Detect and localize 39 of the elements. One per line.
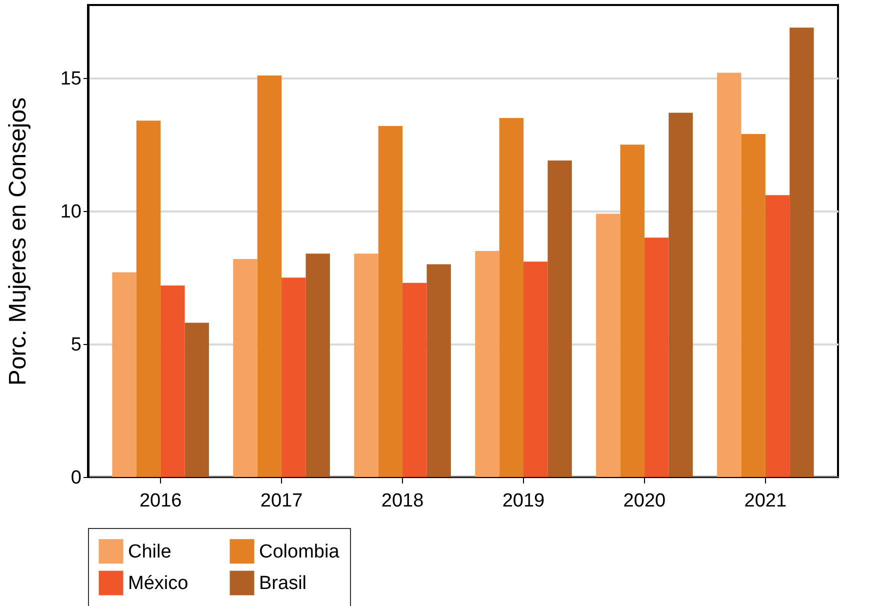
bar: [620, 144, 644, 477]
x-tick-label: 2020: [623, 490, 666, 512]
bar: [184, 322, 209, 477]
bar: [765, 195, 790, 477]
bar: [717, 72, 742, 477]
legend-label: México: [128, 573, 188, 594]
bar: [160, 286, 185, 477]
bar: [523, 262, 548, 477]
bar: [426, 264, 451, 477]
legend-label: Chile: [128, 541, 172, 562]
x-tick-label: 2018: [381, 490, 424, 512]
x-tick-label: 2019: [502, 490, 545, 512]
bar: [233, 258, 258, 477]
x-tick-label: 2016: [139, 490, 182, 512]
bar: [499, 118, 524, 477]
legend-label: Brasil: [259, 573, 307, 594]
bar: [548, 160, 572, 477]
bar: [136, 120, 161, 477]
bar: [257, 75, 282, 477]
bar: [741, 134, 766, 477]
y-tick-label: 5: [70, 334, 82, 356]
x-tick-label: 2017: [260, 490, 303, 512]
legend-label: Colombia: [259, 541, 340, 562]
y-tick-label: 10: [60, 202, 82, 223]
bar: [112, 272, 136, 477]
bar: [282, 278, 306, 477]
x-tick-label: 2021: [744, 490, 787, 512]
bar: [402, 282, 427, 477]
bar: [475, 250, 500, 477]
bar: [644, 238, 669, 477]
bar: [668, 112, 693, 477]
bar: [596, 214, 620, 477]
y-tick-label: 0: [70, 468, 82, 488]
bar: [790, 28, 814, 477]
y-axis-title: Porc. Mujeres en Consejos: [4, 97, 32, 386]
bar: [306, 254, 330, 477]
y-tick-label: 15: [60, 68, 82, 90]
bar: [378, 126, 403, 477]
bar: [354, 254, 378, 477]
